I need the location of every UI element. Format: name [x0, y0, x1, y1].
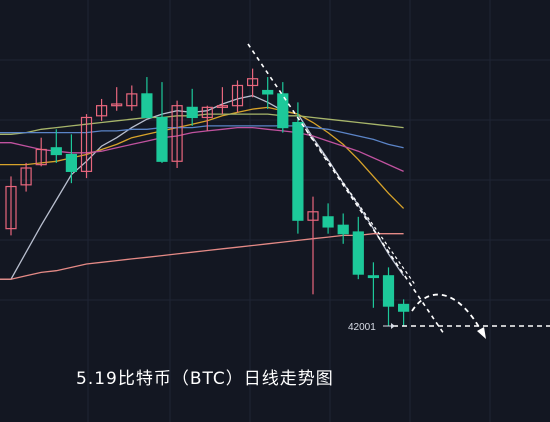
candle-7	[111, 87, 123, 111]
candle-4	[65, 134, 78, 184]
candles	[5, 68, 410, 327]
annotations: 42001	[247, 43, 550, 339]
candle-body	[5, 185, 17, 230]
candle-17	[262, 77, 274, 110]
candle-20	[307, 196, 319, 295]
candle-5	[80, 114, 93, 179]
candle-25	[382, 267, 395, 327]
candle-body	[126, 93, 138, 107]
candle-body	[50, 147, 62, 156]
price-label-42001: 42001	[348, 322, 376, 333]
candle-body	[201, 106, 213, 119]
candle-body	[186, 106, 198, 119]
candle-3	[50, 129, 62, 163]
candle-body	[398, 303, 410, 312]
ma-line-5	[0, 233, 404, 280]
candle-22	[337, 213, 349, 244]
candle-9	[141, 77, 153, 119]
trendline-dashed-main	[247, 43, 445, 335]
forecast-arrowhead	[477, 327, 486, 339]
candle-24	[367, 262, 379, 308]
ma-line-4	[0, 125, 404, 149]
candle-body	[292, 121, 304, 221]
candle-body	[382, 275, 395, 307]
candle-26	[398, 299, 410, 327]
candle-19	[292, 102, 304, 234]
candle-14	[216, 87, 228, 115]
chart-caption: 5.19比特币（BTC）日线走势图	[76, 369, 334, 389]
candle-18	[277, 82, 289, 133]
candle-body	[307, 211, 319, 221]
ma-line-3	[0, 113, 404, 135]
candle-21	[322, 203, 334, 234]
candle-10	[156, 82, 168, 163]
candle-body	[352, 231, 364, 275]
candle-body	[141, 93, 153, 119]
candle-16	[247, 68, 259, 98]
candle-13	[201, 105, 213, 131]
candle-body	[65, 153, 78, 172]
candle-body	[20, 167, 32, 186]
candle-body	[156, 116, 168, 162]
candle-body	[231, 84, 244, 107]
candle-23	[352, 216, 364, 280]
candle-body	[35, 148, 47, 166]
candle-11	[171, 100, 183, 168]
candle-body	[277, 93, 289, 129]
candle-body	[171, 105, 183, 162]
candle-1	[20, 162, 32, 192]
candle-body	[111, 103, 123, 107]
price-label-pointer-head	[391, 323, 395, 329]
candle-15	[231, 80, 244, 113]
moving-average-lines	[0, 94, 405, 280]
candle-body	[247, 78, 259, 87]
candle-12	[186, 88, 198, 126]
candle-2	[35, 137, 47, 167]
candle-0	[5, 176, 17, 236]
candle-body	[337, 224, 349, 235]
candle-body	[216, 105, 228, 108]
ma-line-2	[0, 126, 404, 172]
candle-body	[80, 116, 93, 172]
candle-body	[262, 89, 274, 95]
candle-body	[95, 105, 108, 117]
candle-6	[95, 98, 108, 121]
candle-body	[322, 216, 334, 228]
ma-line-1	[0, 106, 405, 209]
ma-line-0	[0, 94, 405, 280]
candle-8	[126, 85, 138, 111]
candle-body	[367, 275, 379, 279]
forecast-arrow-arc	[411, 293, 485, 337]
